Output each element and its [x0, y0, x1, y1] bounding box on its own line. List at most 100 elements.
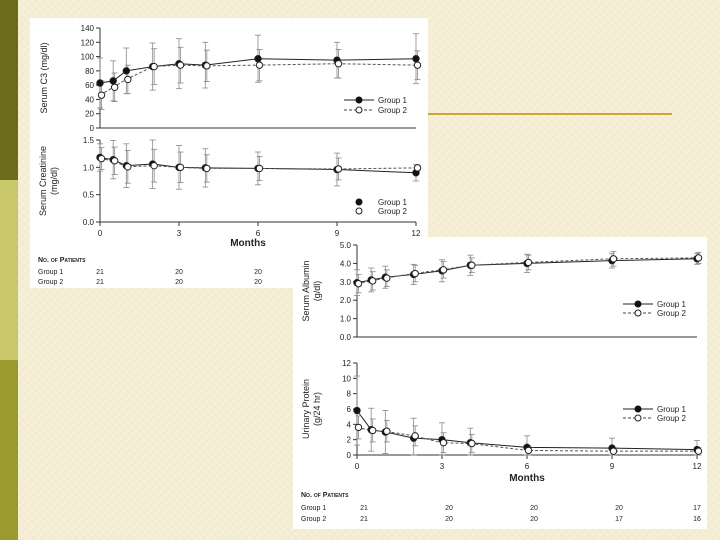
legend-marker-group2: [355, 106, 363, 114]
slide-accent-bar-bottom: [0, 360, 18, 540]
data-point-group2: [124, 75, 132, 84]
figure-panel-a: Serum C3 (mg/dl) 0 20 40 60 80 100 120 140 Grou…: [30, 18, 428, 288]
x-tick-label: 0: [355, 462, 360, 471]
y-tick-label: 5.0: [340, 241, 352, 250]
patients-count: 20: [530, 516, 538, 523]
data-point-group2: [97, 91, 106, 99]
data-point-group2: [383, 427, 391, 435]
patients-count: 21: [360, 516, 368, 523]
albumin-ylabel-line2: (g/dl): [312, 281, 322, 302]
creatinine-xlabel: Months: [230, 238, 266, 249]
data-point-group2: [413, 61, 422, 69]
y-tick-label: 0: [347, 451, 352, 460]
legend-label-group2: Group 2: [378, 207, 407, 216]
patients-count: 20: [615, 505, 623, 512]
patients-count: 21: [96, 269, 104, 276]
data-point-group2: [203, 62, 211, 70]
legend-label-group2: Group 2: [657, 309, 686, 318]
data-point-group2: [524, 446, 533, 455]
patients-title: No. of Patients: [301, 492, 349, 499]
y-tick-label: 2.0: [340, 296, 352, 305]
y-tick-label: 1.0: [340, 315, 352, 324]
y-tick-label: 1.5: [83, 136, 95, 145]
y-tick-label: 2: [347, 436, 352, 445]
data-point-group1: [353, 406, 361, 415]
data-point-group2: [354, 423, 363, 432]
creatinine-plot: Serum Creatinine (mg/dl) 0.0 0.5 1.0 1.5 0 3…: [38, 136, 422, 249]
slide-accent-bar-middle: [0, 180, 18, 360]
y-tick-label: 0: [90, 124, 95, 133]
data-point-group1: [412, 55, 420, 63]
data-point-group2: [150, 62, 158, 71]
legend-marker-group1: [634, 405, 642, 413]
legend-marker-group1: [355, 96, 363, 104]
data-point-group2: [609, 255, 618, 263]
patients-count: 21: [360, 505, 368, 512]
x-tick-label: 9: [610, 462, 615, 471]
data-point-group2: [150, 161, 158, 170]
data-point-group1: [96, 79, 104, 87]
y-tick-label: 120: [81, 38, 95, 47]
legend-label-group1: Group 1: [378, 198, 407, 207]
legend-marker-group1: [634, 300, 642, 308]
legend-label-group2: Group 2: [378, 106, 407, 115]
y-tick-label: 20: [85, 110, 94, 119]
data-point-group2: [609, 447, 618, 455]
data-point-group2: [411, 269, 419, 278]
y-tick-label: 8: [347, 390, 352, 399]
x-tick-label: 6: [525, 462, 530, 471]
protein-xlabel: Months: [509, 473, 545, 484]
x-tick-label: 12: [693, 462, 702, 471]
data-point-group1: [109, 77, 117, 85]
patients-count: 20: [175, 269, 183, 276]
data-point-group2: [411, 432, 419, 440]
legend-label-group1: Group 1: [657, 300, 686, 309]
figure-panel-b: Serum Albumin (g/dl) 0.0 1.0 2.0 3.0 4.0 5.0 …: [293, 237, 707, 529]
c3-plot: Serum C3 (mg/dl) 0 20 40 60 80 100 120 140 Grou…: [39, 24, 422, 133]
data-point-group2: [413, 164, 422, 172]
data-point-group2: [694, 447, 703, 455]
data-point-group2: [255, 61, 264, 69]
albumin-plot: Serum Albumin (g/dl) 0.01.02.03.04.05.0 …: [301, 241, 703, 342]
y-tick-label: 100: [81, 53, 95, 62]
data-point-group2: [383, 274, 391, 282]
creatinine-ylabel-line1: Serum Creatinine: [38, 146, 48, 216]
y-tick-label: 4: [347, 420, 352, 429]
patients-row-label-group2: Group 2: [301, 516, 326, 523]
data-point-group2: [439, 439, 448, 447]
data-point-group2: [176, 163, 185, 172]
c3-ylabel: Serum C3 (mg/dl): [39, 42, 49, 113]
legend-marker-group2: [355, 207, 363, 215]
legend-label-group1: Group 1: [657, 405, 686, 414]
patients-count: 20: [254, 269, 262, 276]
c3-legend: Group 1 Group 2: [344, 96, 407, 115]
patients-count: 20: [445, 505, 453, 512]
data-point-group2: [110, 83, 119, 91]
y-tick-label: 0.5: [83, 191, 95, 200]
patients-count: 21: [96, 279, 104, 286]
y-tick-label: 0.0: [340, 333, 352, 342]
data-point-group2: [334, 165, 343, 173]
legend-marker-group2: [634, 414, 642, 422]
title-divider-line: [428, 113, 672, 115]
data-point-group2: [524, 258, 533, 267]
data-point-group2: [694, 254, 703, 262]
data-point-group2: [176, 61, 185, 69]
y-tick-label: 3.0: [340, 278, 352, 287]
data-point-group2: [97, 154, 106, 163]
protein-ylabel-line1: Urinary Protein: [301, 379, 311, 439]
y-tick-label: 140: [81, 24, 95, 33]
x-tick-label: 3: [440, 462, 445, 471]
data-point-group2: [124, 163, 132, 171]
y-tick-label: 6: [347, 405, 352, 414]
protein-legend: Group 1 Group 2: [623, 405, 686, 423]
patients-table-a: No. of Patients Group 1 Group 2 21 20 20 21…: [38, 257, 262, 286]
data-point-group2: [439, 266, 448, 274]
patients-count: 17: [693, 505, 701, 512]
patients-row-label-group1: Group 1: [301, 505, 326, 512]
patients-count: 16: [693, 516, 701, 523]
x-tick-label: 12: [412, 229, 421, 238]
y-tick-label: 0.0: [83, 218, 95, 227]
patients-count: 20: [445, 516, 453, 523]
